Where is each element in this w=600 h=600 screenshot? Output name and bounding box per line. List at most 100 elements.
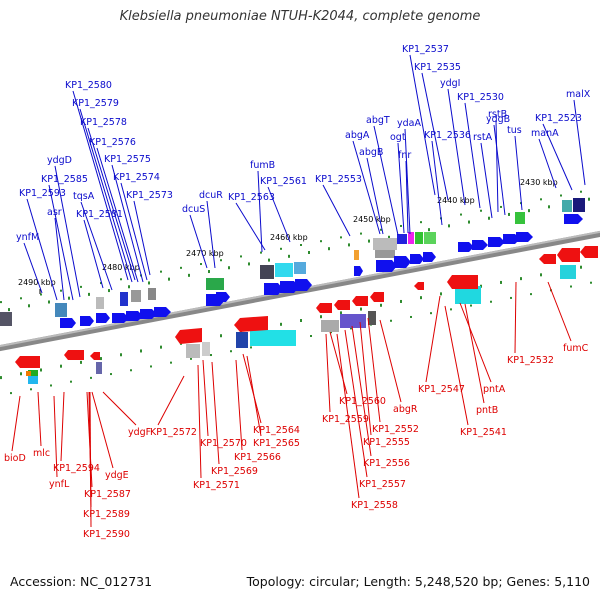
forward-gene-leaders (23, 54, 586, 301)
leader-line (336, 333, 360, 499)
gene-label: KP1_2555 (363, 437, 410, 448)
reverse-genes (26, 265, 576, 384)
leader-line (246, 355, 262, 437)
leader-line (464, 102, 481, 209)
leader-line (409, 54, 436, 196)
gene-label: KP1_2578 (80, 117, 127, 128)
gene-label: KP1_2541 (460, 427, 507, 438)
gene-label: ydgD (47, 155, 72, 166)
leader-line (538, 138, 557, 189)
gene-label: ynfL (49, 479, 70, 490)
leader-line (329, 331, 348, 395)
forward-gene-labels: KP1_2537 KP1_2535 ydgI KP1_2530 rstB malX KP1_… (16, 44, 591, 243)
leader-line (325, 333, 331, 413)
gene-label: KP1_2565 (253, 438, 300, 449)
gene-label: KP1_2574 (113, 172, 160, 183)
tick-label: 2440 kbp (437, 196, 475, 205)
leader-line (53, 395, 58, 478)
leader-line (373, 125, 399, 236)
leader-line (359, 321, 372, 436)
leader-line (366, 157, 384, 235)
gene-label: ynfM (16, 232, 39, 243)
leader-line (202, 359, 209, 437)
gene-label: rstA (473, 132, 493, 143)
gene-label: KP1_2571 (193, 480, 240, 491)
gene-label: pntA (483, 384, 506, 395)
leader-line (54, 217, 65, 301)
leader-line (573, 99, 586, 186)
gene-label: KP1_2558 (351, 500, 398, 511)
leader-line (133, 200, 151, 276)
scale-ticks: 2490 kbp 2480 kbp 2470 kbp 2460 kbp 2450… (18, 178, 558, 294)
leader-line (397, 142, 405, 234)
map-title: Klebsiella pneumoniae NTUH-K2044, comple… (119, 9, 481, 24)
gene-label: dcuS (182, 204, 205, 215)
gene-label: tqsA (73, 191, 95, 202)
gene-label: asr (47, 207, 62, 218)
leader-line (480, 142, 493, 219)
leader-line (83, 219, 104, 289)
leader-line (405, 160, 409, 234)
gene-label: ydgE (105, 470, 129, 481)
tick-label: 2470 kbp (186, 249, 224, 258)
leader-line (80, 201, 113, 291)
gene-label: KP1_2585 (41, 174, 88, 185)
gene-label: KP1_2556 (363, 458, 410, 469)
gene-label: KP1_2559 (322, 414, 369, 425)
gene-label: KP1_2580 (65, 80, 112, 91)
gene-label: KP1_2579 (72, 98, 119, 109)
leader-line (257, 170, 263, 253)
gene-label: KP1_2587 (84, 489, 131, 500)
leader-line (367, 317, 381, 423)
leader-line (23, 242, 43, 294)
leader-line (379, 319, 402, 403)
leader-line (197, 364, 202, 479)
gene-label: abgA (345, 130, 370, 141)
gene-label: KP1_2573 (126, 190, 173, 201)
gene-label: KP1_2594 (53, 463, 100, 474)
gene-label: KP1_2563 (228, 192, 275, 203)
gene-label: KP1_2535 (414, 62, 461, 73)
leader-line (344, 329, 368, 478)
leader-line (514, 135, 523, 211)
gene-label: KP1_2569 (211, 466, 258, 477)
tick-label: 2430 kbp (520, 178, 558, 187)
gene-label: fumC (563, 343, 589, 354)
leader-line (493, 124, 506, 216)
leader-line (26, 198, 58, 301)
accession-text: Accession: NC_012731 (10, 574, 153, 589)
gene-label: KP1_2553 (315, 174, 362, 185)
leader-line (351, 325, 372, 457)
gene-label: KP1_2566 (234, 452, 281, 463)
gene-label: abgR (393, 404, 418, 415)
gene-label: KP1_2530 (457, 92, 504, 103)
leader-line (404, 128, 411, 235)
gene-label: fnr (398, 150, 411, 161)
gene-label: dcuR (199, 190, 223, 201)
gene-label: KP1_2575 (104, 154, 151, 165)
gene-label: KP1_2572 (150, 427, 197, 438)
leader-line (431, 140, 443, 226)
gene-label: KP1_2537 (402, 44, 449, 55)
gene-label: KP1_2576 (89, 137, 136, 148)
leader-line (111, 164, 144, 283)
gene-label: bioD (4, 453, 26, 464)
gene-label: KP1_2523 (535, 113, 582, 124)
forward-arrows (60, 214, 583, 328)
gene-label: KP1_2536 (424, 130, 471, 141)
leader-line (267, 186, 291, 243)
genome-metadata-text: Topology: circular; Length: 5,248,520 bp… (246, 574, 590, 589)
leader-line (60, 391, 65, 462)
leader-line (89, 391, 92, 528)
gene-label: KP1_2589 (83, 509, 130, 520)
leader-line (242, 353, 262, 424)
gene-label: ydgF (128, 427, 151, 438)
leader-line (79, 108, 133, 283)
tick-label: 2460 kbp (270, 233, 308, 242)
gene-label: pntB (476, 405, 498, 416)
leader-line (495, 119, 499, 213)
leader-line (447, 88, 466, 206)
leader-line (189, 214, 208, 269)
leader-line (211, 361, 220, 465)
